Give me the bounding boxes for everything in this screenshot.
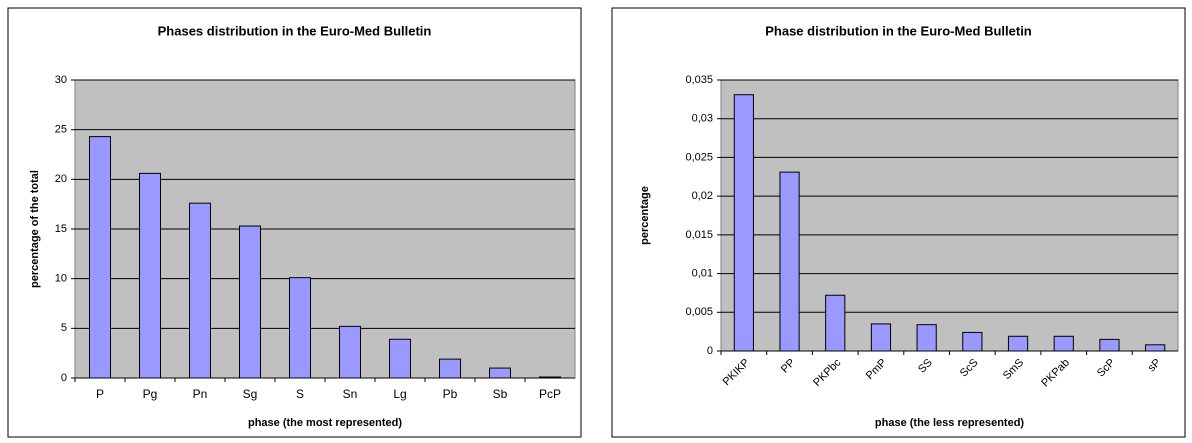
y-tick-label: 30 <box>55 74 67 86</box>
bar <box>1053 335 1074 352</box>
bar <box>733 94 754 352</box>
bar <box>1007 335 1029 352</box>
bar <box>339 325 361 379</box>
bar <box>389 338 411 379</box>
bar <box>916 324 937 352</box>
chart-title: Phase distribution in the Euro-Med Bulle… <box>765 23 1032 38</box>
chart-title: Phases distribution in the Euro-Med Bull… <box>158 23 432 38</box>
y-tick-label: 0,02 <box>692 190 713 202</box>
y-tick-label: 0,025 <box>685 151 713 163</box>
x-tick-label: Lg <box>393 387 406 401</box>
y-tick-label: 10 <box>55 273 67 285</box>
bar <box>870 323 892 352</box>
bar <box>89 136 111 379</box>
bar <box>779 171 800 352</box>
y-tick-label: 0,03 <box>692 113 713 125</box>
bar <box>1145 344 1166 352</box>
y-tick-label: 0,035 <box>685 74 713 86</box>
y-axis-title: percentage of the total <box>29 170 41 288</box>
bar <box>189 202 211 379</box>
bar <box>962 331 983 352</box>
bar <box>439 358 461 379</box>
bar <box>1099 338 1120 352</box>
bar <box>825 294 846 352</box>
y-tick-label: 0,005 <box>685 306 713 318</box>
bar <box>139 172 161 379</box>
x-axis-title: phase (the less represented) <box>875 417 1025 429</box>
x-tick-label: Pn <box>193 387 208 401</box>
bar <box>289 277 311 379</box>
bar <box>239 225 261 379</box>
y-tick-label: 5 <box>61 322 67 334</box>
x-tick-label: PcP <box>539 387 561 401</box>
y-tick-label: 0,01 <box>692 267 713 279</box>
x-tick-label: Sg <box>243 387 258 401</box>
x-tick-label: Sn <box>343 387 358 401</box>
y-tick-label: 25 <box>55 124 67 136</box>
y-tick-label: 20 <box>55 173 67 185</box>
bar <box>489 367 511 379</box>
y-tick-label: 0,015 <box>685 229 713 241</box>
y-tick-label: 15 <box>55 223 67 235</box>
y-axis-title: percentage <box>639 186 651 245</box>
x-axis-title: phase (the most represented) <box>248 417 402 429</box>
x-tick-label: P <box>96 387 104 401</box>
y-tick-label: 0 <box>61 372 67 384</box>
x-tick-label: S <box>296 387 304 401</box>
x-tick-label: Pb <box>443 387 458 401</box>
x-tick-label: Sb <box>493 387 508 401</box>
x-tick-label: Pg <box>143 387 158 401</box>
y-tick-label: 0 <box>707 345 713 357</box>
bar <box>539 376 561 379</box>
